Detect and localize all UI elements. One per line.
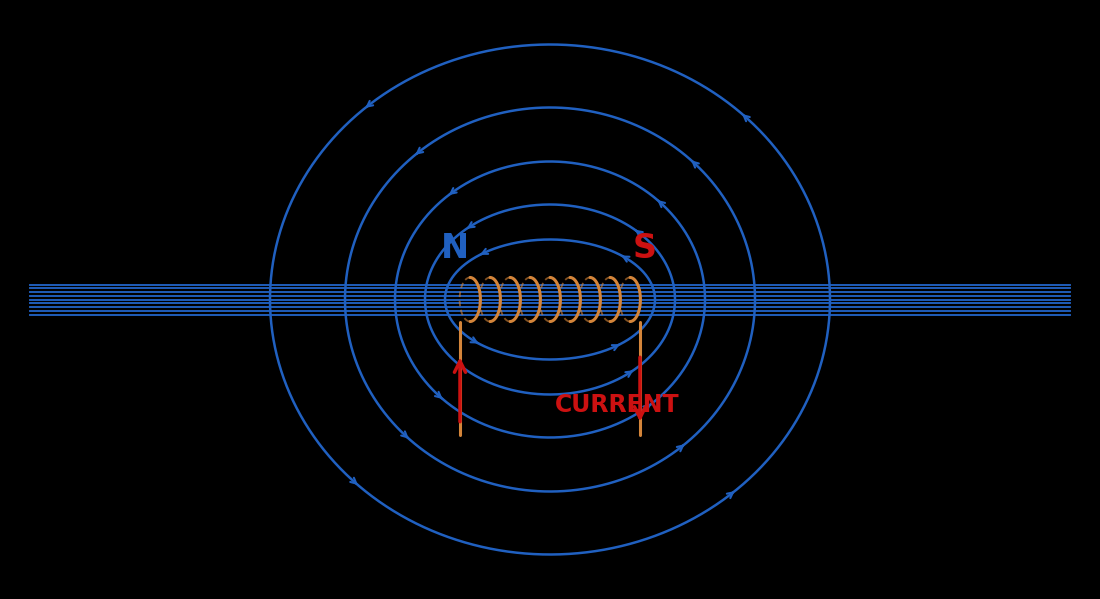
- Text: N: N: [441, 232, 469, 265]
- Text: CURRENT: CURRENT: [556, 392, 680, 416]
- Text: S: S: [632, 232, 657, 265]
